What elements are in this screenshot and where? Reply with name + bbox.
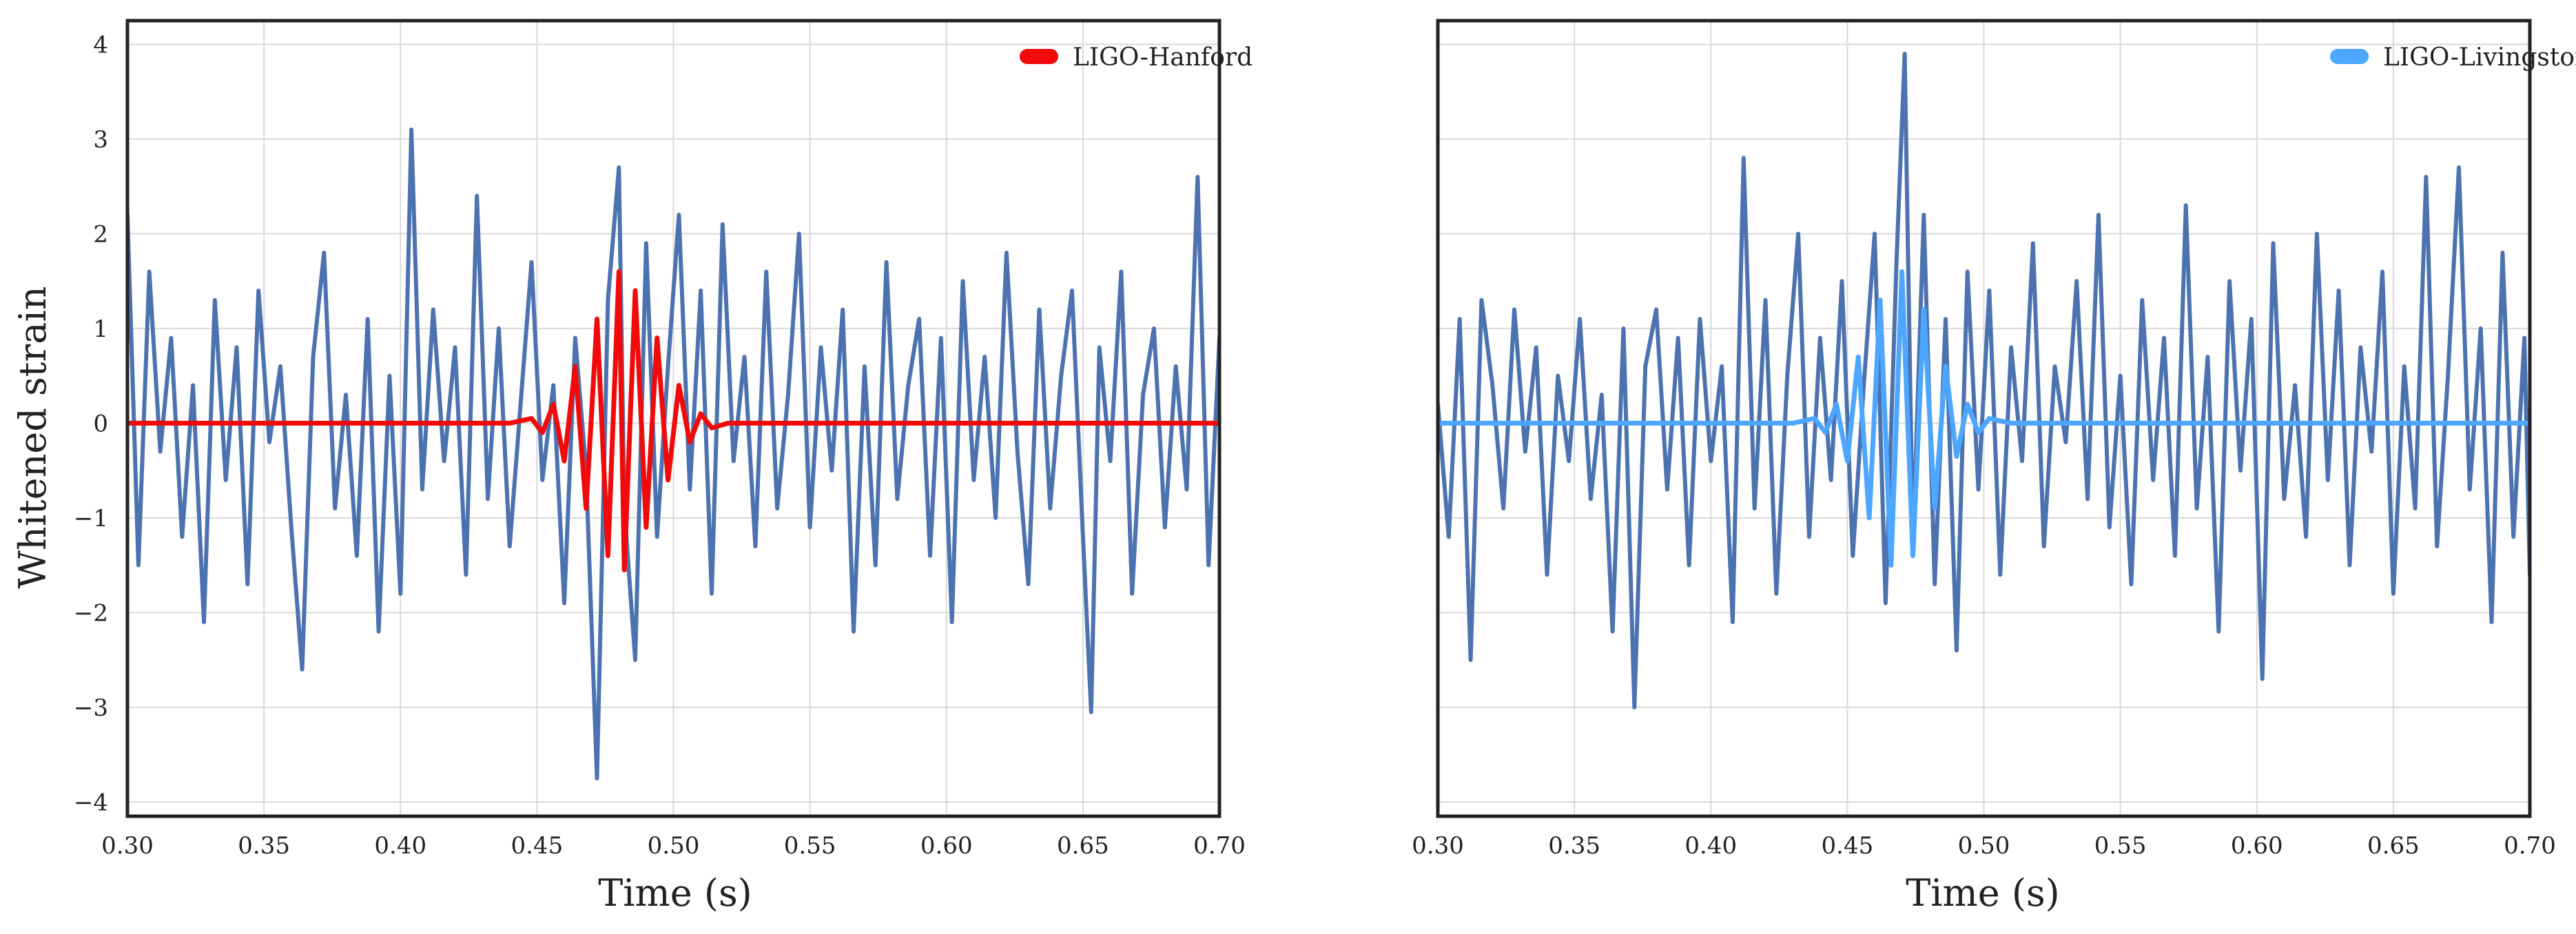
right-x-tick-label: 0.40	[1684, 832, 1737, 860]
right-x-tick-label: 0.65	[2367, 832, 2420, 860]
right-ligo-livingston-line	[1438, 269, 2530, 568]
left-plot-panel: 0.30 0.35 0.40 0.45 0.50 0.55 0.60 0.65 0.70 4 3 2 1…	[74, 19, 1253, 860]
left-x-tick-label: 0.35	[238, 832, 290, 860]
left-y-tick-label: −1	[74, 505, 108, 532]
left-y-tick-label: 2	[93, 220, 108, 248]
right-plot-panel: 0.30 0.35 0.40 0.45 0.50 0.55 0.60 0.65 0.70 LIGO…	[1412, 19, 2576, 860]
right-x-tick-label: 0.55	[2094, 832, 2147, 860]
left-y-tick-label: −2	[74, 599, 108, 627]
left-axes-frame	[125, 19, 1222, 818]
left-y-tick-label: 3	[93, 126, 108, 154]
right-x-tick-label: 0.70	[2504, 832, 2556, 860]
right-noise-line	[1438, 52, 2530, 709]
left-y-tick-label: 1	[93, 315, 108, 343]
left-y-tick-label: 4	[93, 31, 108, 59]
left-legend-label: LIGO-Hanford	[1073, 43, 1253, 72]
left-ligo-hanford-line	[127, 269, 1219, 572]
right-x-axis-title: Time (s)	[1906, 871, 2059, 915]
left-x-tick-label: 0.70	[1193, 832, 1246, 860]
left-x-axis-title: Time (s)	[598, 871, 752, 915]
left-x-tick-label: 0.45	[511, 832, 564, 860]
left-x-tick-label: 0.40	[374, 832, 426, 860]
right-series-group	[1438, 52, 2530, 709]
left-noise-line	[127, 127, 1219, 780]
right-x-tick-label: 0.30	[1412, 832, 1464, 860]
left-x-tick-label: 0.30	[101, 832, 154, 860]
left-series-group	[127, 127, 1219, 780]
right-legend-label: LIGO-Livingston	[2383, 43, 2576, 72]
left-y-axis-title: Whitened strain	[11, 286, 54, 588]
right-axes-frame	[1436, 19, 2532, 818]
right-x-tick-label: 0.35	[1548, 832, 1600, 860]
left-y-tick-label: −3	[74, 694, 108, 722]
right-x-tick-label: 0.45	[1822, 832, 1874, 860]
left-x-tick-label: 0.55	[784, 832, 836, 860]
left-x-tick-label: 0.50	[648, 832, 700, 860]
left-y-tick-label: 0	[93, 410, 108, 437]
right-x-tick-label: 0.50	[1958, 832, 2010, 860]
left-y-tick-label: −4	[74, 789, 108, 816]
left-x-tick-label: 0.60	[920, 832, 973, 860]
right-x-tick-label: 0.60	[2231, 832, 2283, 860]
left-x-tick-label: 0.65	[1057, 832, 1109, 860]
